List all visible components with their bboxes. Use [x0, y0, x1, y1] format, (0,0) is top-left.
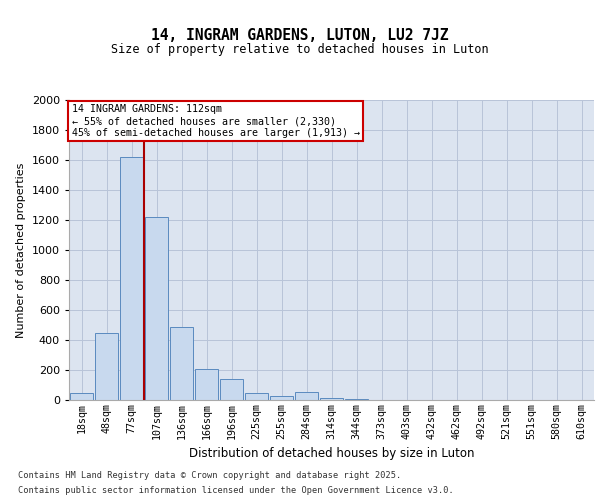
- Text: 14, INGRAM GARDENS, LUTON, LU2 7JZ: 14, INGRAM GARDENS, LUTON, LU2 7JZ: [151, 28, 449, 42]
- Bar: [245, 392, 268, 400]
- X-axis label: Distribution of detached houses by size in Luton: Distribution of detached houses by size …: [189, 447, 474, 460]
- Bar: [195, 368, 218, 400]
- Text: Contains public sector information licensed under the Open Government Licence v3: Contains public sector information licen…: [18, 486, 454, 495]
- Bar: [295, 392, 318, 400]
- Text: 14 INGRAM GARDENS: 112sqm
← 55% of detached houses are smaller (2,330)
45% of se: 14 INGRAM GARDENS: 112sqm ← 55% of detac…: [71, 104, 359, 138]
- Bar: [145, 217, 168, 400]
- Bar: [170, 326, 193, 400]
- Bar: [70, 392, 93, 400]
- Bar: [220, 379, 243, 400]
- Bar: [320, 398, 343, 400]
- Bar: [270, 396, 293, 400]
- Text: Size of property relative to detached houses in Luton: Size of property relative to detached ho…: [111, 42, 489, 56]
- Bar: [95, 332, 118, 400]
- Y-axis label: Number of detached properties: Number of detached properties: [16, 162, 26, 338]
- Bar: [120, 157, 143, 400]
- Text: Contains HM Land Registry data © Crown copyright and database right 2025.: Contains HM Land Registry data © Crown c…: [18, 471, 401, 480]
- Bar: [345, 399, 368, 400]
